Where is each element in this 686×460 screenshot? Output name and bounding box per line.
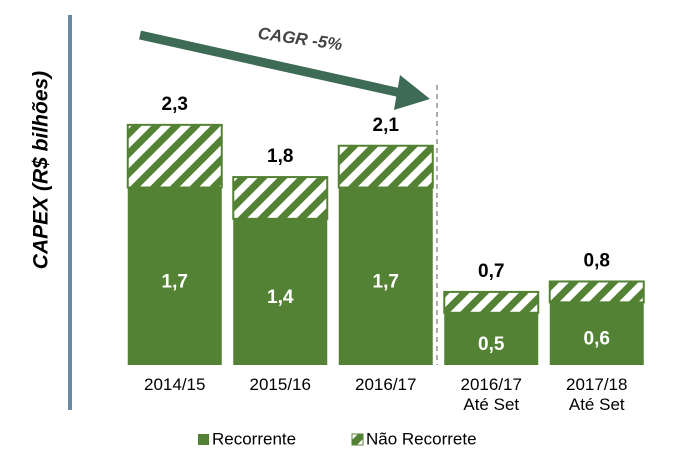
total-label: 2,3 [162,94,188,115]
x-tick-label: 2016/17 [355,375,416,394]
trend-arrow [139,30,411,100]
total-label: 1,8 [267,146,293,167]
annotation: CAGR -5% [257,24,344,55]
bar-segment [548,280,645,304]
x-tick-label: 2015/16 [250,375,311,394]
bar-segment [233,218,328,365]
total-label: 0,8 [584,250,610,271]
legend-swatch [198,434,209,445]
value-label: 0,5 [478,334,505,355]
bar-segment [444,312,539,365]
bar-segment [232,176,329,220]
value-label: 1,7 [373,271,399,292]
plot: 1,7 2,3 2014/15 1,4 1,8 2015/16 1,7 2,1 2016/17 0… [126,94,645,414]
value-label: 1,7 [162,271,188,292]
y-axis-label: CAPEX (R$ bilhões) [30,71,53,269]
arrow-head [394,75,430,110]
x-tick-label: 2016/17 Até Set [461,375,522,414]
bar-segment [338,187,433,365]
legend-swatch [351,433,364,446]
bar-segment [549,302,644,365]
x-tick-label: 2014/15 [144,375,205,394]
x-tick-label: 2017/18 Até Set [566,375,627,414]
total-label: 0,7 [478,261,504,282]
total-label: 2,1 [373,115,400,136]
bar-segment [126,123,223,189]
legend-label: Recorrente [212,429,296,448]
legend-label: Não Recorrete [366,429,477,448]
bar-segment [127,187,222,365]
legend: Recorrente Não Recorrete [198,429,477,448]
bar-segment [443,290,540,314]
bar-segment [337,144,434,189]
value-label: 0,6 [584,329,610,350]
value-label: 1,4 [267,287,294,308]
